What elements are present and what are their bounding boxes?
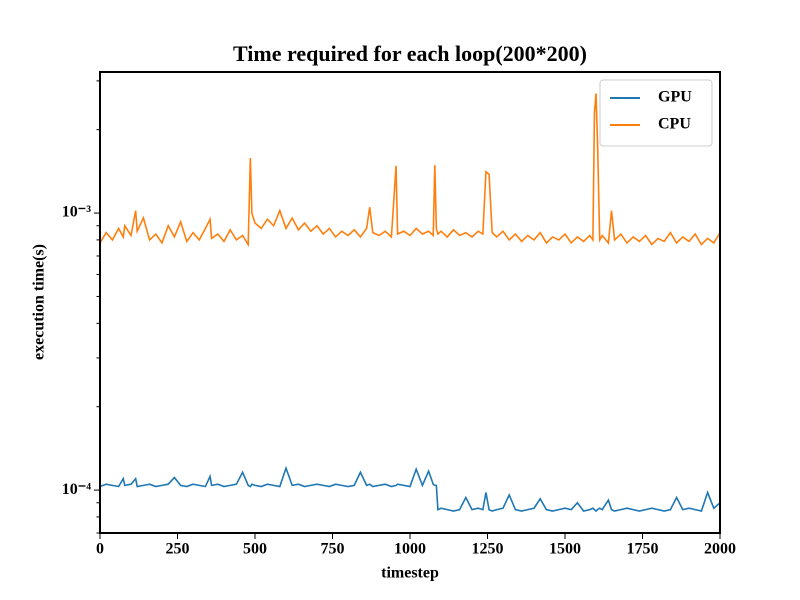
x-tick-label: 1500: [549, 541, 581, 558]
legend-label: CPU: [658, 116, 691, 133]
x-tick-label: 500: [243, 541, 267, 558]
x-tick-label: 0: [96, 541, 104, 558]
x-tick-label: 1250: [472, 541, 504, 558]
legend-label: GPU: [658, 89, 692, 106]
plot-area: [99, 93, 721, 513]
y-tick-label: 10⁻³: [62, 204, 91, 221]
chart-title: Time required for each loop(200*200): [233, 41, 587, 66]
series-line: [99, 93, 721, 248]
x-axis-label: timestep: [381, 565, 439, 582]
legend-box: [599, 79, 713, 147]
x-tick-label: 2000: [704, 541, 736, 558]
y-axis-label: execution time(s): [31, 244, 48, 360]
legend: GPU CPU: [599, 79, 713, 147]
series-line: [99, 465, 721, 513]
x-tick-label: 1000: [394, 541, 426, 558]
x-tick-label: 1750: [627, 541, 659, 558]
x-tick-label: 250: [166, 541, 190, 558]
x-tick-label: 750: [321, 541, 345, 558]
y-tick-label: 10⁻⁴: [62, 481, 91, 498]
